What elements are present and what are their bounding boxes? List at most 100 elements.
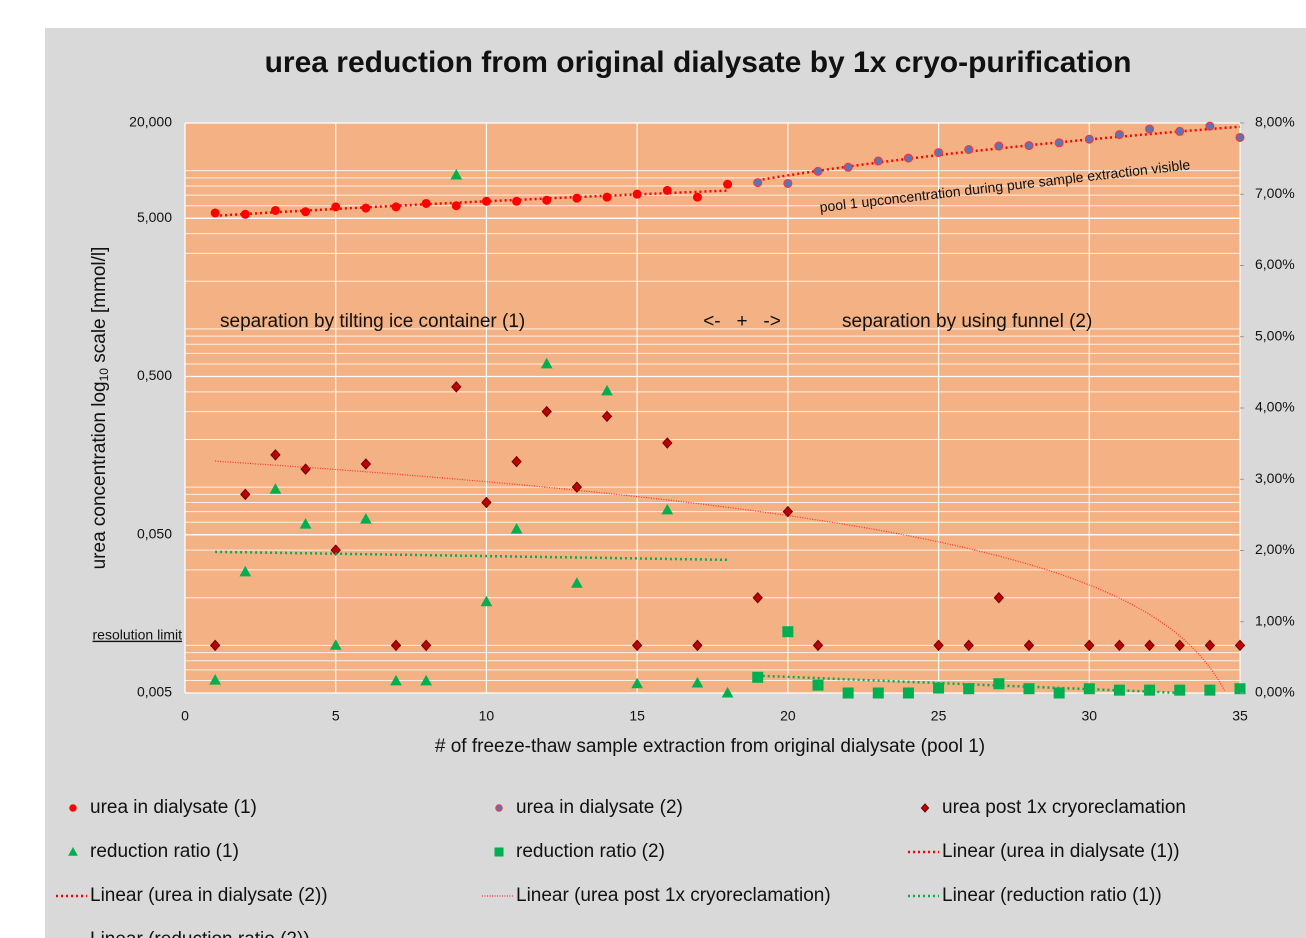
marker	[963, 683, 975, 695]
marker	[1204, 639, 1216, 652]
marker	[451, 201, 461, 211]
marker	[300, 463, 311, 475]
marker	[1144, 639, 1155, 652]
legend-label: Linear (urea in dialysate (1))	[942, 841, 1180, 862]
y2-tick-label: 8,00%	[1255, 114, 1295, 130]
legend-label: urea in dialysate (2)	[516, 797, 683, 818]
marker	[329, 639, 342, 650]
legend-label: urea post 1x cryoreclamation	[942, 797, 1186, 818]
marker	[1114, 130, 1124, 140]
marker	[330, 544, 341, 556]
marker	[451, 381, 462, 393]
y2-tick-label: 3,00%	[1255, 470, 1295, 486]
marker	[1023, 639, 1035, 652]
y2-tick-label: 1,00%	[1255, 612, 1295, 628]
marker	[450, 168, 463, 180]
legend-label: reduction ratio (1)	[90, 841, 239, 862]
legend-label: Linear (urea post 1x cryoreclamation)	[516, 885, 831, 906]
marker	[1145, 124, 1155, 134]
marker	[1205, 121, 1215, 131]
y-axis-title-part: urea concentration log	[89, 381, 110, 569]
marker	[512, 196, 522, 206]
marker	[421, 198, 431, 208]
legend-label: reduction ratio (2)	[516, 841, 665, 862]
marker	[1175, 126, 1185, 136]
marker	[270, 205, 280, 215]
marker	[601, 384, 613, 396]
y2-tick-label: 5,00%	[1255, 327, 1295, 343]
y2-tick-label: 2,00%	[1255, 541, 1295, 557]
marker	[1204, 684, 1216, 696]
marker	[420, 639, 432, 652]
marker	[1084, 639, 1095, 652]
marker	[692, 639, 703, 652]
marker	[752, 591, 763, 604]
marker	[1083, 683, 1095, 695]
marker	[662, 437, 673, 449]
annotation: separation by tilting ice container (1)	[220, 311, 525, 332]
x-tick-label: 35	[1232, 708, 1248, 724]
marker	[843, 162, 853, 172]
marker	[601, 410, 613, 423]
marker	[813, 166, 823, 176]
marker	[632, 189, 642, 199]
marker	[495, 804, 503, 812]
marker	[209, 639, 221, 652]
marker	[812, 679, 824, 691]
axes: 0,005 0,050 0,500 5,000 20,000 0,00% 1,00% 2,00…	[129, 114, 1295, 724]
marker	[360, 513, 372, 524]
marks	[209, 121, 1246, 699]
marker	[481, 196, 491, 206]
marker	[571, 577, 583, 588]
trendline	[215, 460, 1226, 691]
marker	[390, 639, 402, 652]
x-axis-title: # of freeze-thaw sample extraction from …	[435, 736, 985, 757]
marker	[691, 676, 704, 688]
marker	[420, 674, 432, 686]
y-axis-title-sub: 10	[97, 368, 111, 382]
marker	[69, 804, 77, 812]
marker	[721, 686, 734, 698]
marker	[571, 481, 583, 493]
y2-tick-label: 6,00%	[1255, 256, 1295, 272]
x-tick-label: 10	[479, 708, 495, 724]
marker	[68, 846, 78, 856]
marker	[510, 523, 523, 534]
marker	[920, 803, 930, 813]
y-tick-label: 0,500	[137, 367, 172, 383]
marker	[540, 357, 553, 369]
grid	[184, 122, 1241, 694]
marker	[269, 483, 282, 494]
marker	[782, 626, 794, 638]
marker	[631, 677, 643, 689]
marker	[661, 503, 674, 515]
marker	[494, 847, 504, 857]
marker	[934, 148, 944, 158]
y-axis-title-part: scale [mmol/l]	[89, 247, 110, 368]
marker	[209, 674, 221, 685]
marker	[1113, 684, 1125, 696]
marker	[1114, 639, 1125, 652]
x-tick-label: 25	[931, 708, 947, 724]
marker	[1054, 138, 1064, 148]
marker	[240, 488, 251, 501]
marker	[1234, 639, 1246, 652]
marker	[572, 193, 582, 203]
x-tick-label: 0	[181, 708, 189, 724]
marker	[993, 591, 1005, 604]
marker	[511, 455, 522, 468]
annotation: separation by using funnel (2)	[842, 311, 1092, 332]
y-axis-title: urea concentration log10 scale [mmol/l]	[89, 247, 111, 570]
marker	[301, 207, 311, 217]
x-tick-label: 5	[332, 708, 340, 724]
marker	[239, 565, 252, 577]
marker	[752, 671, 764, 683]
marker	[1023, 683, 1035, 695]
marker	[270, 449, 281, 461]
legend-label: Linear (urea in dialysate (2))	[90, 885, 328, 906]
marker	[1024, 141, 1034, 151]
legend-label: urea in dialysate (1)	[90, 797, 257, 818]
marker	[1144, 684, 1156, 696]
marker	[783, 178, 793, 188]
x-tick-label: 15	[629, 708, 645, 724]
